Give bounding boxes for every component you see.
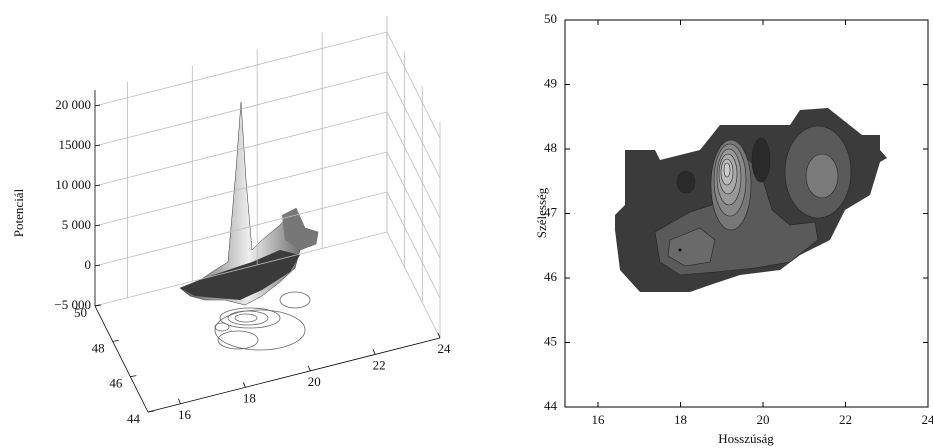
y-tick <box>147 410 155 413</box>
surface <box>179 101 319 306</box>
y-tick-label: 50 <box>544 11 557 26</box>
y-tick-label: 46 <box>109 376 123 391</box>
z-tick-label: −5 000 <box>54 297 91 312</box>
x-tick <box>178 398 181 404</box>
z-tick <box>94 104 101 107</box>
z-axis-label: Potenciál <box>11 188 26 237</box>
grid-line <box>386 31 441 139</box>
x-tick <box>307 365 311 372</box>
x-tick-label: 24 <box>438 341 452 356</box>
grid-line <box>386 151 441 259</box>
x-tick-label: 22 <box>373 357 386 372</box>
x-tick-label: 20 <box>757 412 770 427</box>
z-tick <box>94 184 101 187</box>
contour-fill <box>615 108 887 292</box>
x-axis <box>147 337 441 413</box>
x-tick-label: 16 <box>178 407 192 422</box>
grid-line <box>94 111 388 187</box>
y-tick-label: 49 <box>544 75 557 90</box>
x-tick-label: 20 <box>308 374 321 389</box>
grid-line <box>94 151 388 227</box>
grid-line <box>94 191 388 267</box>
z-tick <box>94 224 101 227</box>
x-tick-label: 16 <box>592 412 606 427</box>
x-axis-label: Hosszúság <box>718 431 774 446</box>
y-tick-label: 50 <box>74 305 87 320</box>
x-tick <box>437 332 441 339</box>
grid-line <box>94 231 388 307</box>
x-tick-label: 18 <box>674 412 687 427</box>
x-tick <box>242 382 246 388</box>
y-tick-label: 45 <box>544 333 557 348</box>
y-axis-label: Szélesség <box>534 187 549 238</box>
y-tick-label: 46 <box>544 269 558 284</box>
y-tick-label: 44 <box>127 411 141 426</box>
grid-line <box>94 71 388 147</box>
grid-line <box>386 231 441 339</box>
x-tick <box>372 349 376 355</box>
z-tick-label: 15000 <box>59 137 92 152</box>
floor-contours <box>214 291 311 351</box>
x-tick-label: 24 <box>922 412 933 427</box>
y-axis <box>94 305 149 413</box>
grid-line <box>386 191 441 299</box>
grid-line <box>386 111 441 219</box>
z-tick <box>94 144 101 147</box>
y-tick-label: 48 <box>544 140 557 155</box>
z-tick <box>94 304 101 307</box>
z-tick-label: 5 000 <box>62 217 91 232</box>
grid-line <box>94 31 388 107</box>
grid-line <box>386 71 441 179</box>
z-tick-label: 10 000 <box>55 177 91 192</box>
y-tick <box>130 375 137 378</box>
y-tick-label: 48 <box>92 340 105 355</box>
y-tick-label: 44 <box>544 398 558 413</box>
x-tick-label: 22 <box>839 412 852 427</box>
z-tick <box>94 264 101 267</box>
y-tick-label: 47 <box>544 204 558 219</box>
y-tick <box>112 339 119 342</box>
z-tick-label: 0 <box>85 257 92 272</box>
x-tick-label: 18 <box>243 390 256 405</box>
z-tick-label: 20 000 <box>55 97 91 112</box>
